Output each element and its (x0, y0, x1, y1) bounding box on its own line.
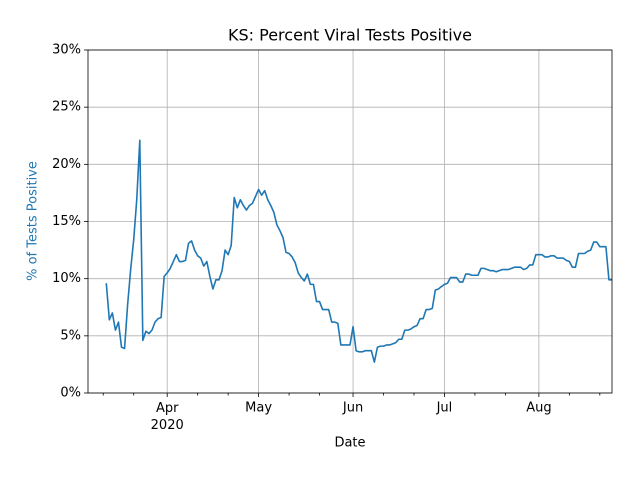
y-tick-label: 0% (60, 386, 81, 401)
x-tick-label: Apr 2020 (151, 401, 184, 433)
y-axis-label: % of Tests Positive (26, 161, 41, 281)
y-tick-label: 15% (52, 214, 81, 229)
y-tick-label: 10% (52, 271, 81, 286)
plot-layer: 0% 5% 10% 15% 20% 25% 30% Apr 2020 May Jun Jul Aug (52, 43, 613, 433)
plot-frame (87, 49, 613, 394)
x-tick-label: Jul (436, 401, 453, 416)
x-tick-label: May (245, 401, 272, 416)
x-tick-label: Jun (342, 401, 363, 416)
y-tick-label: 25% (52, 100, 81, 115)
y-tick-label: 20% (52, 157, 81, 172)
y-tick-label: 30% (52, 43, 81, 58)
chart-title: KS: Percent Viral Tests Positive (228, 26, 472, 45)
x-axis-label: Date (334, 436, 365, 451)
data-line (105, 139, 612, 363)
x-tick-label: Aug (526, 401, 551, 416)
y-tick-label: 5% (60, 328, 81, 343)
